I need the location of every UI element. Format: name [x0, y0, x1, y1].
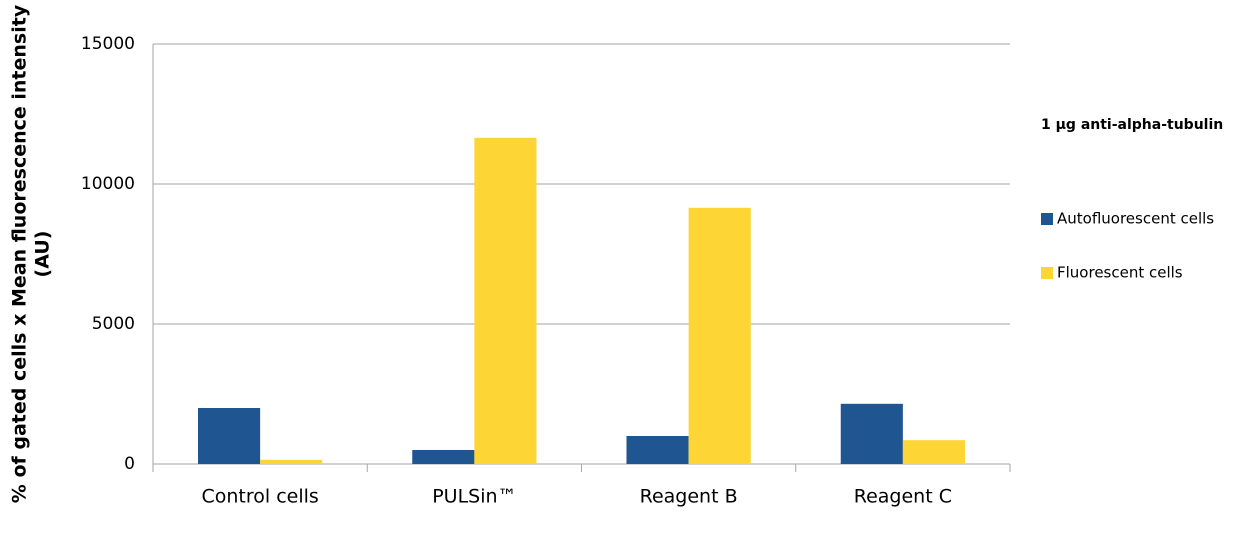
legend-title: 1 µg anti-alpha-tubulin: [1041, 117, 1223, 133]
y-tick-label: 0: [124, 454, 135, 474]
legend-swatch: [1041, 267, 1053, 279]
y-axis-label-line: % of gated cells x Mean fluorescence int…: [9, 4, 31, 503]
bar: [412, 450, 475, 464]
bar: [474, 137, 537, 465]
y-axis-label-line: (AU): [32, 231, 54, 278]
y-axis-label: % of gated cells x Mean fluorescence int…: [9, 4, 54, 503]
legend-label: Fluorescent cells: [1057, 264, 1183, 282]
bar: [197, 408, 261, 464]
x-tick-label: Control cells: [201, 486, 318, 508]
x-tick-label: Reagent C: [854, 486, 952, 508]
x-tick-label: Reagent B: [640, 486, 738, 508]
y-tick-label: 5000: [92, 314, 135, 334]
legend-label: Autofluorescent cells: [1057, 210, 1214, 228]
bar: [840, 403, 903, 464]
bar: [260, 459, 323, 464]
legend-swatch: [1041, 213, 1053, 225]
bar: [688, 207, 751, 465]
y-tick-label: 15000: [81, 34, 135, 54]
y-tick-label: 10000: [81, 174, 135, 194]
bar: [626, 436, 689, 464]
x-tick-label: PULSin™: [432, 486, 516, 508]
bar: [902, 440, 966, 464]
